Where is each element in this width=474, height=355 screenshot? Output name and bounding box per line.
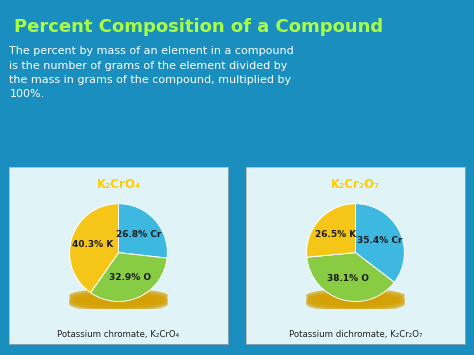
Text: The percent by mass of an element in a compound
is the number of grams of the el: The percent by mass of an element in a c…: [9, 46, 294, 99]
Ellipse shape: [306, 297, 405, 312]
Ellipse shape: [69, 290, 168, 306]
Ellipse shape: [306, 293, 405, 308]
Ellipse shape: [69, 294, 168, 310]
Text: Percent Composition of a Compound: Percent Composition of a Compound: [14, 18, 383, 36]
Ellipse shape: [69, 297, 168, 312]
Wedge shape: [70, 204, 118, 293]
Text: 26.5% K: 26.5% K: [315, 230, 356, 239]
Text: K₂CrO₄: K₂CrO₄: [96, 178, 141, 191]
Wedge shape: [307, 253, 394, 301]
Text: 32.9% O: 32.9% O: [109, 273, 151, 282]
Ellipse shape: [306, 289, 405, 302]
Text: 38.1% O: 38.1% O: [327, 274, 369, 283]
Text: 40.3% K: 40.3% K: [72, 240, 113, 249]
Ellipse shape: [306, 292, 405, 308]
Ellipse shape: [69, 293, 168, 308]
Ellipse shape: [69, 295, 168, 311]
Wedge shape: [356, 204, 404, 282]
Ellipse shape: [69, 291, 168, 307]
Text: Potassium chromate, K₂CrO₄: Potassium chromate, K₂CrO₄: [57, 330, 180, 339]
Ellipse shape: [306, 290, 405, 306]
Wedge shape: [118, 204, 167, 258]
Ellipse shape: [306, 294, 405, 310]
Ellipse shape: [306, 291, 405, 307]
Ellipse shape: [306, 295, 405, 311]
Ellipse shape: [306, 296, 405, 311]
Wedge shape: [91, 253, 167, 301]
Text: 35.4% Cr: 35.4% Cr: [357, 236, 403, 245]
Text: K₂Cr₂O₇: K₂Cr₂O₇: [331, 178, 380, 191]
Ellipse shape: [69, 296, 168, 311]
Text: 26.8% Cr: 26.8% Cr: [116, 230, 162, 239]
Text: Potassium dichromate, K₂Cr₂O₇: Potassium dichromate, K₂Cr₂O₇: [289, 330, 422, 339]
Ellipse shape: [69, 292, 168, 308]
Wedge shape: [307, 204, 356, 257]
Ellipse shape: [69, 289, 168, 302]
